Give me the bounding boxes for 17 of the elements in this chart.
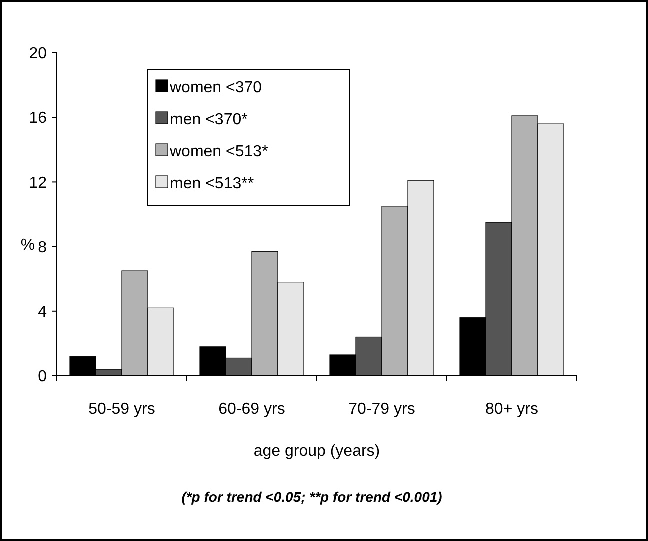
y-tick-label: 20 bbox=[29, 46, 48, 63]
legend-label: men <513** bbox=[170, 176, 254, 193]
y-tick-label: 16 bbox=[29, 110, 48, 128]
legend-label: women <513* bbox=[169, 144, 268, 161]
x-tick-label: 50-59 yrs bbox=[88, 401, 156, 418]
text: (*p for trend <0.05; **p for trend <0.001) bbox=[182, 489, 443, 505]
y-tick-label: 8 bbox=[38, 239, 48, 256]
y-tick-label: 0 bbox=[38, 368, 48, 386]
x-tick-label: 70-79 yrs bbox=[348, 401, 416, 418]
y-axis-title: % bbox=[20, 237, 36, 254]
legend-label: men <370* bbox=[170, 112, 248, 129]
legend-label: women <370 bbox=[169, 80, 262, 97]
y-tick-label: 4 bbox=[38, 304, 48, 321]
y-tick-label: 12 bbox=[29, 174, 48, 192]
x-axis-title: age group (years) bbox=[254, 443, 380, 460]
x-tick-label: 80+ yrs bbox=[486, 401, 538, 418]
x-tick-label: 60-69 yrs bbox=[218, 401, 286, 418]
